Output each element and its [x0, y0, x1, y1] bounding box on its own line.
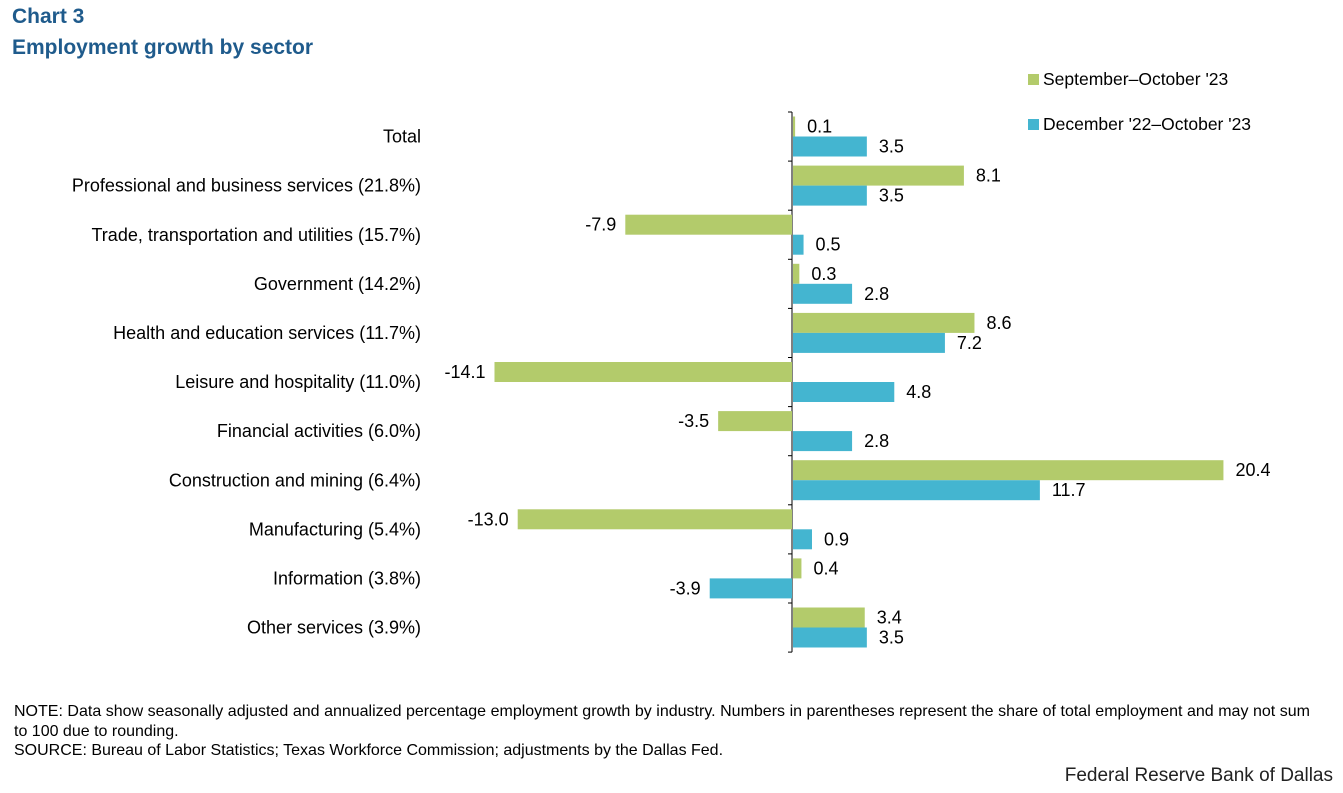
bar-series-2	[793, 283, 853, 304]
data-label-series-1: 8.1	[976, 166, 1001, 186]
legend-item-series-1: September–October '23	[1028, 69, 1228, 90]
data-label-series-2: 2.8	[864, 284, 889, 304]
bar-series-1	[793, 558, 802, 579]
legend-swatch-series-2	[1028, 119, 1039, 130]
category-label: Health and education services (11.7%)	[113, 323, 421, 343]
data-label-series-2: 11.7	[1052, 480, 1086, 500]
note-text: NOTE: Data show seasonally adjusted and …	[14, 703, 1310, 740]
data-label-series-2: 2.8	[864, 431, 889, 451]
legend-label-series-2: December '22–October '23	[1043, 114, 1252, 134]
data-label-series-2: 3.5	[879, 186, 904, 206]
category-label: Total	[383, 127, 421, 147]
bar-series-1	[625, 214, 792, 235]
bar-series-1	[517, 509, 792, 530]
data-label-series-1: -14.1	[444, 362, 485, 382]
bar-series-2	[709, 578, 792, 599]
bar-series-2	[793, 627, 867, 648]
category-label: Construction and mining (6.4%)	[169, 470, 421, 490]
category-label: Professional and business services (21.8…	[72, 176, 421, 196]
bar-series-2	[793, 431, 853, 452]
category-label: Government (14.2%)	[254, 274, 421, 294]
bar-series-1	[793, 116, 796, 137]
bar-series-1	[718, 411, 792, 432]
bar-series-1	[793, 263, 800, 284]
category-label: Trade, transportation and utilities (15.…	[91, 225, 421, 245]
data-label-series-2: 4.8	[906, 382, 931, 402]
chart-number: Chart 3	[12, 5, 85, 28]
source-text: SOURCE: Bureau of Labor Statistics; Texa…	[14, 742, 724, 759]
bar-series-2	[793, 382, 895, 402]
bar-series-1	[494, 362, 792, 382]
bar-series-2	[793, 529, 812, 550]
data-label-series-1: -3.5	[678, 411, 709, 431]
data-label-series-1: 20.4	[1235, 460, 1270, 480]
data-label-series-1: -7.9	[585, 215, 616, 235]
data-label-series-2: 0.9	[824, 529, 849, 549]
data-label-series-2: 3.5	[879, 628, 904, 648]
data-label-series-2: 0.5	[816, 235, 841, 255]
bar-series-2	[793, 234, 804, 255]
chart-title: Employment growth by sector	[12, 36, 314, 59]
bar-series-2	[793, 136, 867, 157]
category-label: Other services (3.9%)	[247, 618, 421, 638]
bar-series-2	[793, 185, 867, 206]
bar-series-1	[793, 607, 865, 628]
bar-series-2	[793, 480, 1040, 501]
data-label-series-2: -3.9	[670, 578, 701, 598]
data-label-series-1: 0.1	[807, 117, 832, 137]
data-label-series-1: 0.3	[811, 264, 836, 284]
data-label-series-1: 8.6	[986, 313, 1011, 333]
footer-credit: Federal Reserve Bank of Dallas	[1064, 765, 1333, 786]
data-label-series-2: 7.2	[957, 333, 982, 353]
bar-series-1	[793, 312, 975, 333]
legend-swatch-series-1	[1028, 74, 1039, 85]
data-label-series-2: 3.5	[879, 137, 904, 157]
chart-notes: NOTE: Data show seasonally adjusted and …	[14, 702, 1310, 761]
bar-series-1	[793, 460, 1224, 481]
bar-series-1	[793, 165, 964, 186]
data-label-series-1: 3.4	[877, 608, 902, 628]
category-label: Information (3.8%)	[273, 568, 421, 588]
legend-label-series-1: September–October '23	[1043, 69, 1229, 89]
category-label: Manufacturing (5.4%)	[249, 519, 421, 539]
bar-series-2	[793, 332, 945, 353]
category-label: Leisure and hospitality (11.0%)	[175, 372, 421, 392]
bar-chart: Total 0.1 3.5 Professional and business ser…	[72, 111, 1270, 653]
category-label: Financial activities (6.0%)	[217, 421, 421, 441]
legend-item-series-2: December '22–October '23	[1028, 114, 1251, 135]
data-label-series-1: 0.4	[813, 558, 838, 578]
data-label-series-1: -13.0	[468, 509, 509, 529]
